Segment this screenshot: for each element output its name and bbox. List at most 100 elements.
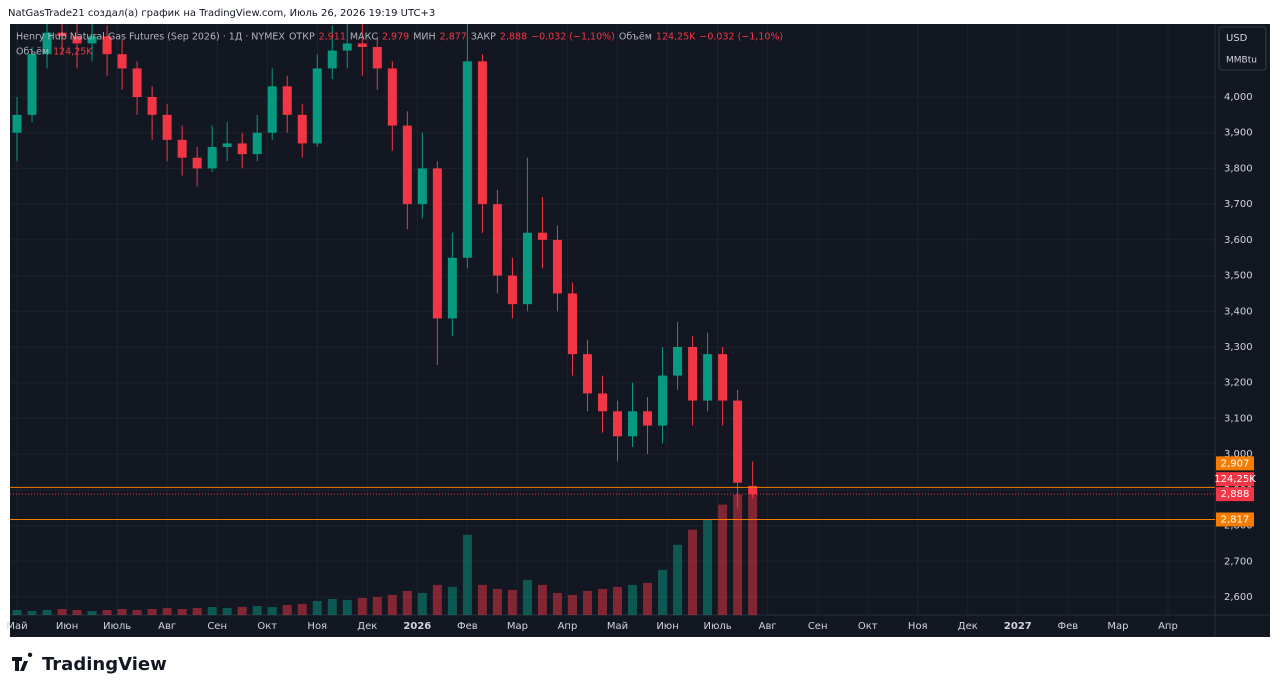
volume-bar	[282, 604, 292, 615]
volume-bar	[567, 594, 577, 615]
volume-bar	[477, 584, 487, 615]
candle-body	[673, 347, 683, 376]
candle-body	[147, 97, 157, 115]
legend-high-label: МАКС	[350, 32, 378, 43]
candle-body	[177, 139, 187, 158]
volume-bar	[312, 600, 322, 615]
volume-bar	[703, 519, 713, 615]
candle-body	[703, 354, 713, 401]
x-tick-label: Апр	[558, 621, 578, 632]
volume-bar	[718, 504, 728, 615]
candle-body	[87, 36, 97, 44]
volume-bar	[57, 608, 67, 615]
volume-bar	[688, 529, 698, 615]
candle-body	[282, 86, 292, 115]
level-tag: 2,817	[1221, 515, 1250, 526]
volume-tag-bg	[1216, 472, 1254, 487]
candle-body	[387, 68, 397, 126]
volume-bar	[387, 594, 397, 615]
y-tick-label: 4,000	[1224, 92, 1253, 103]
volume-bar	[87, 610, 97, 615]
volume-bar	[733, 494, 743, 615]
x-tick-label: Дек	[357, 621, 377, 632]
x-tick-label: Июль	[103, 621, 131, 632]
candle-body	[342, 43, 352, 51]
legend-symbol: Henry Hub Natural Gas Futures (Sep 2026)…	[16, 32, 285, 43]
candle-body	[222, 143, 232, 147]
unit-box	[1218, 26, 1267, 71]
candle-body	[462, 61, 472, 258]
volume-bar	[327, 598, 337, 615]
volume-bar	[417, 592, 427, 615]
volume-bar	[537, 584, 547, 615]
volume-bar	[643, 582, 653, 615]
legend-open: 2,911	[319, 32, 346, 43]
x-tick-label: 2026	[403, 621, 431, 632]
x-tick-label: Мар	[1107, 621, 1128, 632]
legend-volume: 124,25K	[656, 32, 696, 43]
y-tick-label: 3,400	[1224, 306, 1253, 317]
candle-body	[357, 43, 367, 47]
volume-bar	[117, 608, 127, 615]
volume-bar	[72, 609, 82, 615]
candle-body	[718, 354, 728, 401]
candle-body	[688, 347, 698, 401]
candle-body	[237, 143, 247, 155]
y-tick-label: 3,500	[1224, 271, 1253, 282]
volume-bar	[432, 584, 442, 615]
candle-body	[537, 232, 547, 240]
y-tick-label: 3,600	[1224, 235, 1253, 246]
x-tick-label: Май	[607, 621, 628, 632]
y-tick-label: 3,000	[1224, 449, 1253, 460]
volume-bar	[552, 592, 562, 615]
legend-volume-label: Объём	[16, 47, 49, 58]
x-tick-label: 2027	[1004, 621, 1032, 632]
price-tag-bg	[1216, 487, 1254, 502]
candle-body	[372, 47, 382, 69]
y-tick-label: 3,300	[1224, 342, 1253, 353]
x-tick-label: Сен	[808, 621, 828, 632]
volume-bar	[628, 584, 638, 615]
level-tag-bg	[1216, 456, 1254, 471]
x-tick-label: Ноя	[908, 621, 928, 632]
legend-open-label: ОТКР	[289, 32, 315, 43]
plot	[12, 24, 758, 615]
candle-body	[252, 132, 262, 155]
candle-body	[582, 354, 592, 394]
x-tick-label: Апр	[1158, 621, 1178, 632]
candle-body	[27, 54, 37, 115]
volume-bar	[597, 588, 607, 615]
legend-close: 2,888	[500, 32, 527, 43]
volume-bar	[267, 606, 277, 615]
x-tick-label: Окт	[858, 621, 878, 632]
volume-bar	[27, 610, 37, 615]
volume-bar	[147, 608, 157, 615]
x-tick-label: Дек	[958, 621, 978, 632]
volume-bar	[252, 605, 262, 615]
y-tick-label: 3,800	[1224, 163, 1253, 174]
y-tick-label: 3,900	[1224, 128, 1253, 139]
volume-bar	[222, 607, 232, 615]
volume-bar	[237, 606, 247, 615]
volume-bar	[462, 534, 472, 615]
candle-body	[402, 125, 412, 205]
volume-bar	[582, 590, 592, 615]
level-tag-bg	[1216, 512, 1254, 527]
y-tick-label: 3,100	[1224, 413, 1253, 424]
candle-body	[507, 275, 517, 305]
volume-bar	[162, 607, 172, 615]
volume-bar	[42, 609, 52, 615]
volume-bar	[297, 603, 307, 615]
candle-body	[132, 68, 142, 97]
x-tick-label: Фев	[457, 621, 478, 632]
x-tick-label: Июн	[656, 621, 678, 632]
legend-volume-change: −0,032 (−1,10%)	[699, 32, 783, 43]
y-tick-label: 2,600	[1224, 592, 1253, 603]
volume-bar	[192, 607, 202, 615]
legend-volume: 124,25K	[53, 47, 93, 58]
brand: TradingView	[42, 654, 167, 675]
x-tick-label: Июн	[56, 621, 78, 632]
volume-bar	[372, 596, 382, 615]
volume-bar	[507, 589, 517, 615]
volume-bar	[207, 606, 217, 615]
